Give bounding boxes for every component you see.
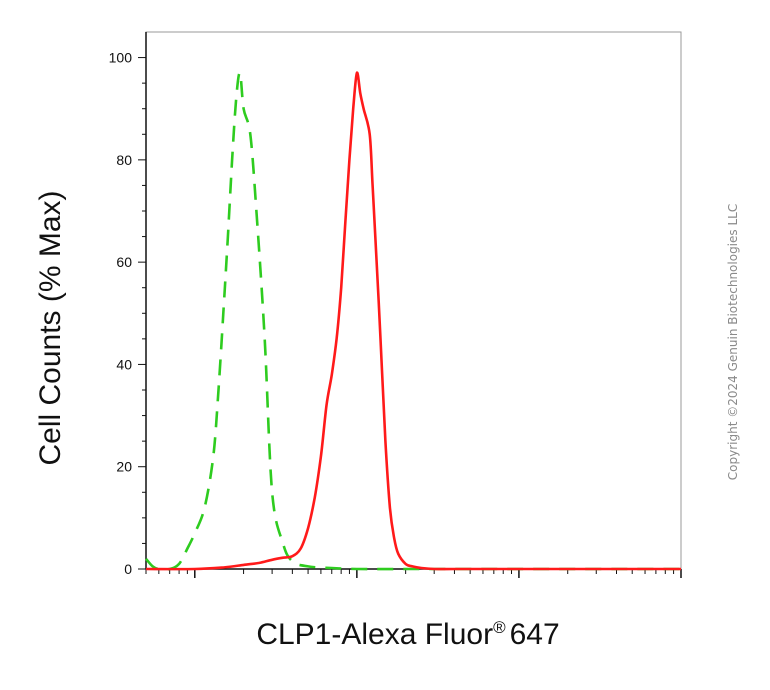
y-tick-label: 100 (109, 50, 133, 66)
series-1-line (145, 71, 681, 571)
y-tick-label: 80 (116, 152, 132, 168)
y-axis-title: Cell Counts (% Max) (34, 190, 67, 465)
plot-frame (145, 31, 682, 570)
y-tick-label: 40 (116, 356, 132, 372)
x-axis-title: CLP1-Alexa Fluor® 647 (256, 618, 559, 651)
x-axis-ticks (145, 569, 682, 578)
series-0-line (144, 71, 681, 571)
y-tick-label: 20 (116, 459, 132, 475)
registered-mark: ® (493, 618, 506, 637)
series-layer (144, 71, 681, 571)
copyright-watermark: Copyright ©2024 Genuin Biotechnologies L… (726, 204, 740, 480)
y-tick-label: 0 (124, 561, 132, 577)
y-axis-ticks: 0 20 40 60 80 100 (109, 50, 146, 577)
y-tick-label: 60 (116, 254, 132, 270)
